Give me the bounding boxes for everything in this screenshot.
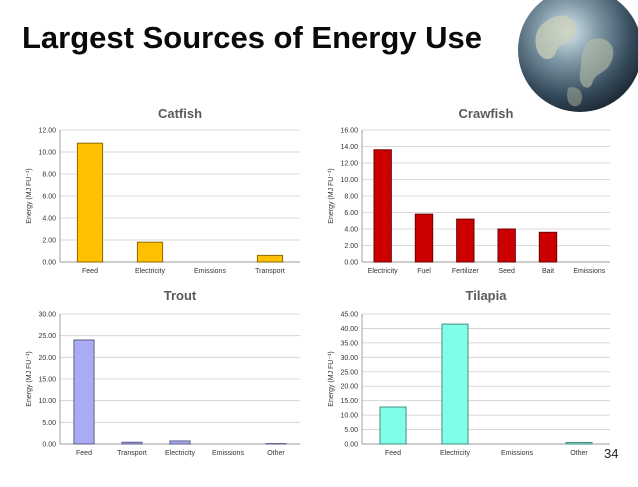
bar: [121, 441, 143, 445]
bar: [73, 339, 95, 445]
y-tick-label: 8.00: [42, 172, 56, 179]
x-tick-label: Emissions: [501, 450, 533, 457]
y-tick-label: 20.00: [38, 355, 56, 362]
x-tick-label: Other: [267, 450, 285, 457]
y-tick-label: 15.00: [38, 377, 56, 384]
x-tick-label: Electricity: [165, 450, 195, 457]
y-tick-label: 0.00: [344, 260, 358, 267]
y-tick-label: 30.00: [38, 312, 56, 319]
bar: [373, 149, 392, 263]
y-tick-label: 2.00: [344, 243, 358, 250]
x-tick-label: Feed: [385, 450, 401, 457]
y-tick-label: 10.00: [38, 398, 56, 405]
bar: [441, 323, 469, 445]
x-tick-label: Emissions: [194, 268, 226, 275]
bar: [169, 440, 191, 445]
bar: [256, 254, 284, 263]
bar: [538, 231, 558, 263]
y-tick-label: 20.00: [340, 384, 358, 391]
y-tick-label: 6.00: [344, 210, 358, 217]
y-tick-label: 25.00: [340, 369, 358, 376]
x-tick-label: Feed: [76, 450, 92, 457]
y-tick-label: 10.00: [340, 413, 358, 420]
y-tick-label: 8.00: [344, 194, 358, 201]
y-tick-label: 5.00: [42, 420, 56, 427]
y-tick-label: 4.00: [42, 216, 56, 223]
x-tick-label: Electricity: [368, 268, 398, 275]
y-tick-label: 12.00: [340, 161, 358, 168]
x-tick-label: Emissions: [573, 268, 605, 275]
bar: [136, 241, 164, 263]
y-tick-label: 5.00: [344, 427, 358, 434]
chart-title: Trout: [164, 288, 197, 303]
x-tick-label: Transport: [255, 268, 285, 275]
y-tick-label: 30.00: [340, 355, 358, 362]
bar: [379, 406, 407, 445]
y-tick-label: 16.00: [340, 128, 358, 135]
y-tick-label: 14.00: [340, 144, 358, 151]
y-tick-label: 0.00: [42, 442, 56, 449]
bar: [565, 442, 593, 445]
chart-title: Crawfish: [459, 106, 514, 121]
x-tick-label: Emissions: [212, 450, 244, 457]
bar: [456, 218, 475, 263]
y-axis-label: Energy (MJ FU⁻¹): [328, 351, 335, 406]
globe-image: [518, 0, 638, 112]
y-tick-label: 0.00: [42, 260, 56, 267]
x-tick-label: Electricity: [135, 268, 165, 275]
y-tick-label: 15.00: [340, 398, 358, 405]
y-tick-label: 2.00: [42, 238, 56, 245]
y-tick-label: 0.00: [344, 442, 358, 449]
x-tick-label: Fuel: [417, 268, 431, 275]
slide-title: Largest Sources of Energy Use: [22, 20, 482, 55]
x-tick-label: Transport: [117, 450, 147, 457]
y-tick-label: 25.00: [38, 333, 56, 340]
y-axis-label: Energy (MJ FU⁻¹): [26, 351, 33, 406]
chart-title: Tilapia: [466, 288, 508, 303]
bar: [76, 142, 104, 263]
y-tick-label: 10.00: [340, 177, 358, 184]
y-tick-label: 6.00: [42, 194, 56, 201]
y-axis-label: Energy (MJ FU⁻¹): [328, 168, 335, 223]
y-tick-label: 12.00: [38, 128, 56, 135]
bar: [414, 213, 434, 263]
y-tick-label: 4.00: [344, 227, 358, 234]
x-tick-label: Feed: [82, 268, 98, 275]
bar: [497, 228, 516, 263]
x-tick-label: Electricity: [440, 450, 470, 457]
chart-title: Catfish: [158, 106, 202, 121]
x-tick-label: Fertilizer: [452, 268, 480, 275]
x-tick-label: Seed: [498, 268, 514, 275]
y-tick-label: 35.00: [340, 340, 358, 347]
y-tick-label: 10.00: [38, 150, 56, 157]
y-axis-label: Energy (MJ FU⁻¹): [26, 168, 33, 223]
x-tick-label: Bait: [542, 268, 554, 275]
y-tick-label: 40.00: [340, 326, 358, 333]
page-number: 34: [604, 446, 619, 461]
x-tick-label: Other: [570, 450, 588, 457]
y-tick-label: 45.00: [340, 312, 358, 319]
